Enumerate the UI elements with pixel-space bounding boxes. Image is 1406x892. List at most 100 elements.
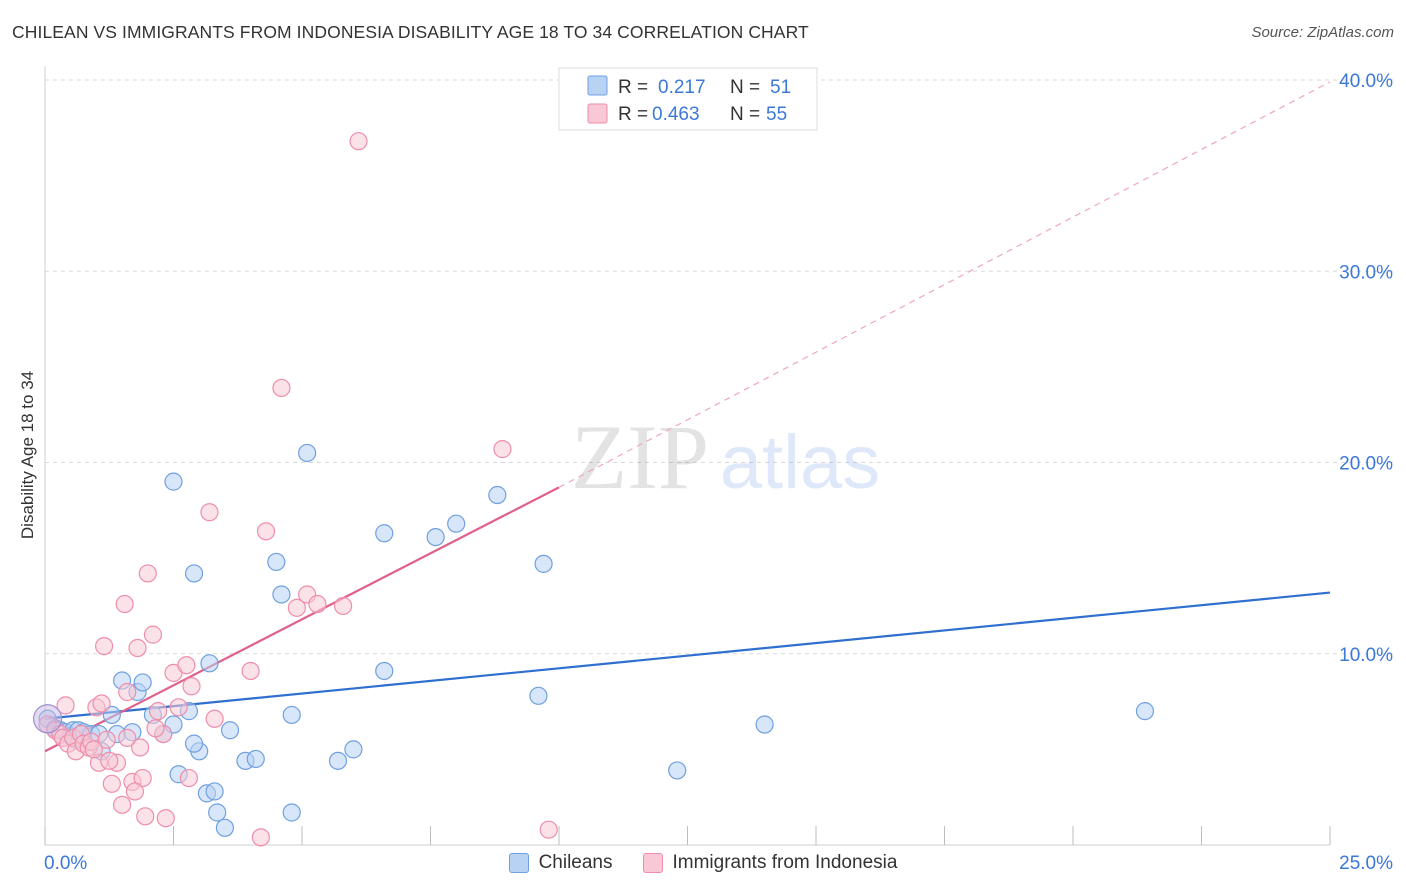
y-tick-label: 30.0% xyxy=(1339,262,1393,283)
legend-n-label-1: N = xyxy=(730,77,760,98)
data-point xyxy=(112,795,132,814)
legend-swatch-indonesia xyxy=(587,103,608,124)
data-point xyxy=(241,661,260,681)
data-point xyxy=(208,803,227,822)
data-point xyxy=(118,728,137,748)
data-point xyxy=(138,564,157,583)
data-point xyxy=(128,638,147,658)
legend-label: Chileans xyxy=(538,852,613,873)
data-point xyxy=(200,503,219,522)
data-point xyxy=(375,524,394,543)
legend-swatch xyxy=(642,853,663,873)
y-tick-labels: 10.0% 20.0% 30.0% 40.0% xyxy=(1339,71,1393,666)
data-point xyxy=(287,598,306,617)
data-point xyxy=(426,527,445,547)
legend-stats: R = 0.217 N = 51 R = 0.463 N = 55 xyxy=(558,67,818,131)
data-points xyxy=(32,132,1155,847)
data-point xyxy=(534,554,553,573)
x-tick-label-max: 25.0% xyxy=(1339,853,1393,874)
legend-swatch-chileans xyxy=(587,75,608,96)
grid-lines xyxy=(45,79,1395,655)
data-point xyxy=(493,440,512,459)
data-point xyxy=(488,485,507,505)
data-point xyxy=(184,734,204,753)
legend-r-label-1: R = xyxy=(618,77,648,98)
data-point xyxy=(282,803,301,822)
legend-series: Chileans Immigrants from Indonesia xyxy=(0,852,1406,874)
data-point xyxy=(102,774,121,793)
legend-r-label-2: R = xyxy=(618,104,648,125)
x-tick-label-min: 0.0% xyxy=(44,853,87,874)
data-point xyxy=(102,705,121,725)
data-point xyxy=(272,585,291,604)
data-point xyxy=(375,661,394,681)
data-point xyxy=(298,443,317,463)
data-point xyxy=(200,654,219,673)
data-point xyxy=(179,768,199,788)
source-credit: Source: ZipAtlas.com xyxy=(1251,24,1394,41)
data-point xyxy=(205,709,224,728)
data-point xyxy=(272,378,291,398)
watermark-zip: ZIP xyxy=(571,406,709,508)
legend-n-value-1: 51 xyxy=(770,77,791,98)
data-point xyxy=(133,673,152,692)
data-point xyxy=(146,719,165,738)
watermark-atlas: atlas xyxy=(720,420,881,505)
data-point xyxy=(668,761,687,780)
trend-line xyxy=(44,591,1331,720)
data-point xyxy=(334,596,353,616)
data-point xyxy=(115,594,134,614)
data-point xyxy=(136,807,155,826)
data-point xyxy=(205,782,224,801)
legend-item-chileans[interactable]: Chileans xyxy=(508,852,613,874)
data-point xyxy=(220,721,240,740)
y-tick-label: 20.0% xyxy=(1339,454,1393,475)
legend-n-label-2: N = xyxy=(730,104,760,125)
legend-item-indonesia[interactable]: Immigrants from Indonesia xyxy=(642,852,898,874)
legend-n-value-2: 55 xyxy=(766,104,787,125)
data-point xyxy=(328,751,348,770)
data-point xyxy=(56,696,75,715)
data-point xyxy=(256,522,276,541)
data-point xyxy=(148,702,168,721)
data-point xyxy=(164,472,183,491)
data-point xyxy=(125,782,145,801)
data-point xyxy=(97,730,116,749)
data-point xyxy=(100,751,119,770)
data-point xyxy=(251,828,270,847)
data-point xyxy=(182,677,201,696)
data-point xyxy=(118,682,137,702)
data-point xyxy=(184,564,204,583)
legend-r-value-2: 0.463 xyxy=(652,104,700,125)
data-point xyxy=(308,594,327,614)
data-point xyxy=(344,740,363,759)
y-axis-label: Disability Age 18 to 34 xyxy=(18,371,37,539)
data-point xyxy=(1135,702,1155,721)
trend-lines xyxy=(44,81,1331,753)
data-point-cluster xyxy=(32,704,63,734)
trend-line-extension xyxy=(558,81,1331,488)
data-point xyxy=(215,818,234,837)
data-point xyxy=(539,820,558,839)
y-tick-label: 40.0% xyxy=(1339,71,1393,92)
legend-label: Immigrants from Indonesia xyxy=(672,852,898,873)
data-point xyxy=(177,656,196,675)
data-point xyxy=(267,552,286,572)
legend-r-value-1: 0.217 xyxy=(658,77,706,98)
data-point xyxy=(84,740,103,759)
data-point xyxy=(529,686,548,705)
data-point xyxy=(143,625,163,644)
trend-line xyxy=(44,486,560,753)
data-point xyxy=(156,809,175,828)
data-point xyxy=(92,694,111,713)
legend-swatch xyxy=(508,853,529,873)
x-tick-labels: 0.0% 25.0% xyxy=(44,853,1393,874)
data-point xyxy=(755,715,774,734)
data-point xyxy=(282,705,301,725)
data-point xyxy=(447,514,466,533)
data-point xyxy=(133,768,152,788)
chart-title: CHILEAN VS IMMIGRANTS FROM INDONESIA DIS… xyxy=(12,22,809,42)
data-point xyxy=(169,698,188,717)
data-point xyxy=(130,738,150,757)
